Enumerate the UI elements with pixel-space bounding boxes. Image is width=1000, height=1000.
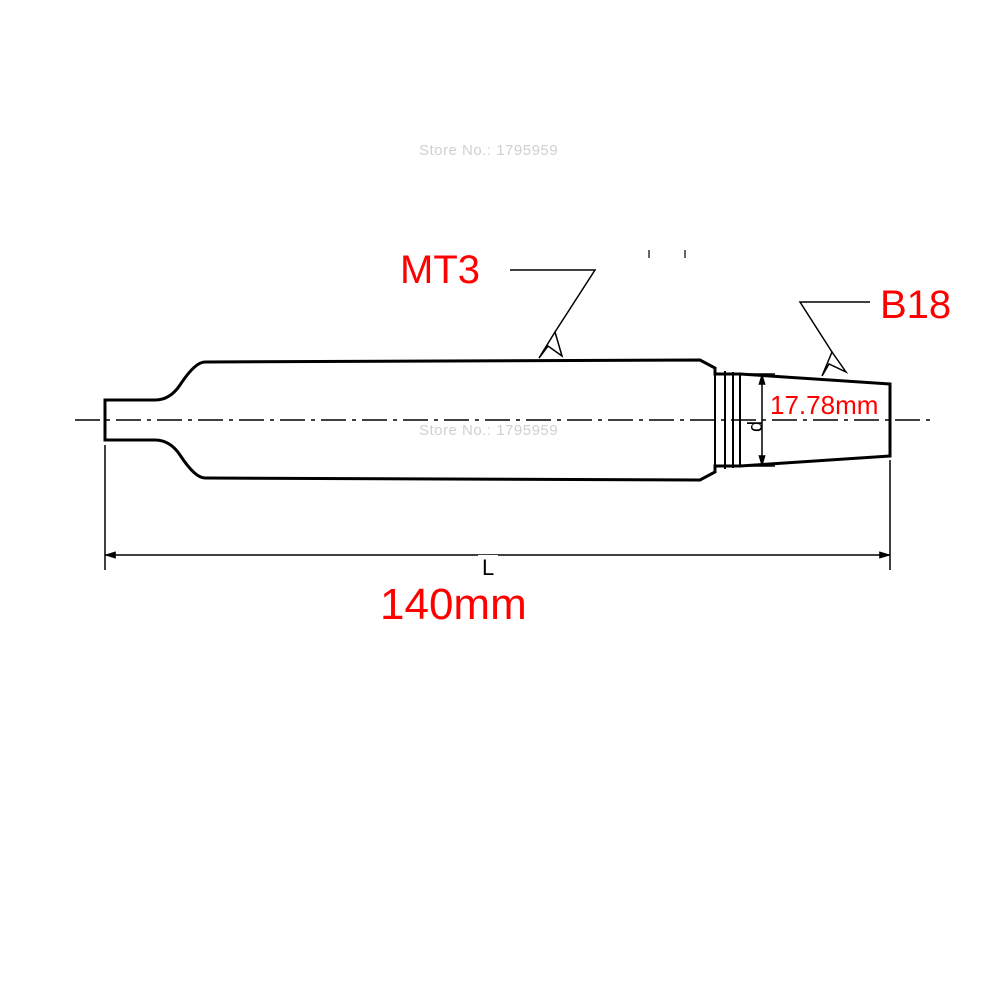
length-label: 140mm (380, 580, 527, 630)
mt3-label: MT3 (400, 248, 480, 293)
d-symbol: d (745, 421, 768, 432)
b18-label: B18 (880, 283, 951, 328)
mt3-arrowhead (539, 332, 562, 358)
mt3-leader (510, 270, 595, 332)
b18-arrowhead (822, 352, 846, 376)
L-symbol: L (478, 555, 498, 581)
watermark-center: Store No.: 1795959 (419, 422, 558, 439)
diameter-label: 17.78mm (770, 390, 878, 421)
watermark-top: Store No.: 1795959 (419, 142, 558, 159)
b18-leader (800, 302, 870, 352)
